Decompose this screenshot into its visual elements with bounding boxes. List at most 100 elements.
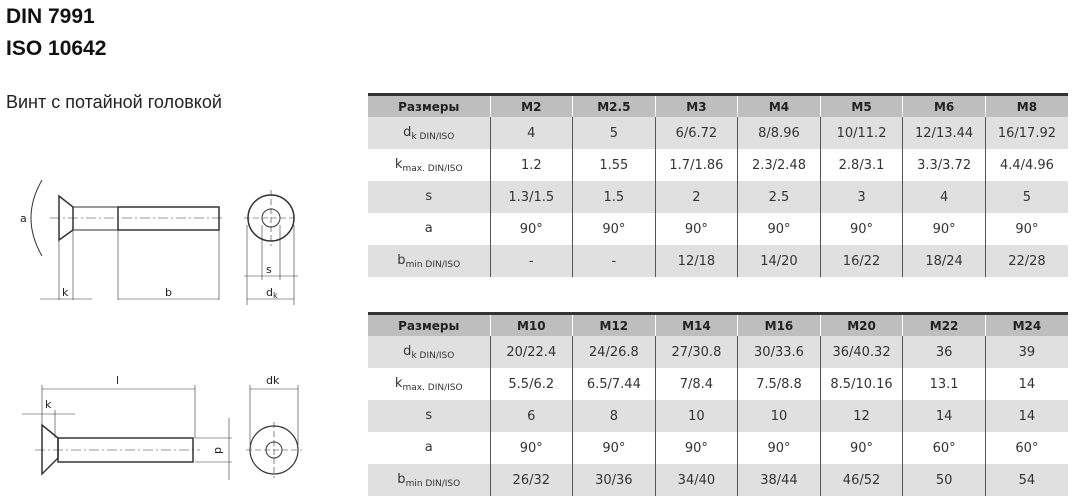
table-cell: 38/44: [737, 464, 821, 496]
table-cell: 1.5: [572, 181, 656, 213]
table-cell: 13.1: [902, 368, 986, 400]
column-header: M24: [984, 312, 1068, 336]
row-label-sub: k DIN/ISO: [411, 350, 455, 361]
table-row: kmax. DIN/ISO 1.2 1.55 1.7/1.86 2.3/2.48 2.8/…: [368, 149, 1068, 181]
table-cell: 90°: [902, 213, 986, 245]
table-cell: 90°: [737, 213, 821, 245]
label-a: a: [20, 212, 27, 225]
table-row: s 6 8 10 10 12 14 14: [368, 400, 1068, 432]
row-label-sub: min DIN/ISO: [405, 478, 461, 489]
column-header: M3: [654, 93, 738, 117]
table-cell: 54: [984, 464, 1068, 496]
table-row: kmax. DIN/ISO 5.5/6.2 6.5/7.44 7/8.4 7.5/8.8…: [368, 368, 1068, 400]
table-cell: 6/6.72: [654, 117, 738, 149]
table-cell: 24/26.8: [572, 336, 656, 368]
column-header: M4: [737, 93, 821, 117]
column-header: M2: [489, 93, 573, 117]
row-label: a: [368, 432, 490, 464]
row-label-main: d: [403, 124, 412, 140]
table-cell: 4: [902, 181, 986, 213]
row-label-sub: k DIN/ISO: [411, 131, 455, 142]
table-cell: 90°: [654, 432, 738, 464]
table-row: a 90° 90° 90° 90° 90° 60° 60°: [368, 432, 1068, 464]
table-cell: 1.2: [489, 149, 573, 181]
table-row: dk DIN/ISO 4 5 6/6.72 8/8.96 10/11.2 12/13.44 1…: [368, 117, 1068, 149]
table-cell: 50: [902, 464, 986, 496]
table-cell: 8.5/10.16: [819, 368, 903, 400]
table-cell: 36/40.32: [819, 336, 903, 368]
column-header: M16: [737, 312, 821, 336]
table-row: a 90° 90° 90° 90° 90° 90° 90°: [368, 213, 1068, 245]
dimensions-table-large: Размеры M10 M12 M14 M16 M20 M22 M24 dk DIN/ISO 20…: [368, 312, 1068, 496]
screw-side-view-bottom: l k d: [22, 374, 232, 480]
row-label: kmax. DIN/ISO: [368, 149, 490, 181]
table-cell: 90°: [489, 213, 573, 245]
table-cell: 2.8/3.1: [819, 149, 903, 181]
table-cell: 2.5: [737, 181, 821, 213]
row-label: s: [368, 181, 490, 213]
table-cell: 16/22: [819, 245, 903, 277]
table-cell: 7/8.4: [654, 368, 738, 400]
column-header: M14: [654, 312, 738, 336]
table-cell: 8: [572, 400, 656, 432]
table-cell: 3.3/3.72: [902, 149, 986, 181]
column-header: M12: [572, 312, 656, 336]
label-s: s: [266, 263, 272, 276]
row-label-main: a: [424, 220, 433, 236]
table-row: s 1.3/1.5 1.5 2 2.5 3 4 5: [368, 181, 1068, 213]
row-label: dk DIN/ISO: [368, 336, 490, 368]
column-header: M6: [902, 93, 986, 117]
table-cell: 5.5/6.2: [489, 368, 573, 400]
table-cell: 30/36: [572, 464, 656, 496]
table-cell: 12/18: [654, 245, 738, 277]
table-cell: 90°: [572, 213, 656, 245]
table-cell: 14: [984, 400, 1068, 432]
table-cell: 14/20: [737, 245, 821, 277]
row-label-main: s: [425, 188, 433, 204]
row-label-main: k: [394, 375, 403, 391]
table-cell: 2.3/2.48: [737, 149, 821, 181]
row-label-main: k: [394, 156, 403, 172]
table-cell: 18/24: [902, 245, 986, 277]
row-label-main: d: [403, 343, 412, 359]
row-label-main: s: [425, 407, 433, 423]
header-row: Размеры M10 M12 M14 M16 M20 M22 M24: [368, 312, 1068, 336]
row-label-main: b: [397, 471, 406, 487]
product-subtitle: Винт с потайной головкой: [6, 92, 222, 112]
column-header: M2.5: [572, 93, 656, 117]
table-cell: 16/17.92: [984, 117, 1068, 149]
table-cell: 5: [572, 117, 656, 149]
table-cell: 14: [984, 368, 1068, 400]
dimensions-table-small: Размеры M2 M2.5 M3 M4 M5 M6 M8 dk DIN/ISO 4 5 6/6.7…: [368, 93, 1068, 277]
table-cell: 8/8.96: [737, 117, 821, 149]
table-cell: 6.5/7.44: [572, 368, 656, 400]
row-label-main: b: [397, 252, 406, 268]
column-header: Размеры: [368, 93, 490, 117]
column-header: M8: [984, 93, 1068, 117]
table-cell: 1.7/1.86: [654, 149, 738, 181]
column-header: M5: [819, 93, 903, 117]
column-header: M22: [902, 312, 986, 336]
table-row: dk DIN/ISO 20/22.4 24/26.8 27/30.8 30/33.6 36…: [368, 336, 1068, 368]
table-cell: 90°: [819, 432, 903, 464]
label-dk-bottom: dk: [266, 374, 280, 387]
row-label-sub: max. DIN/ISO: [402, 382, 463, 393]
header-row: Размеры M2 M2.5 M3 M4 M5 M6 M8: [368, 93, 1068, 117]
screw-head-view-top: s dk: [244, 190, 298, 305]
table-cell: 3: [819, 181, 903, 213]
table-cell: 14: [902, 400, 986, 432]
row-label: bmin DIN/ISO: [368, 464, 490, 496]
column-header: Размеры: [368, 312, 490, 336]
table-cell: 10/11.2: [819, 117, 903, 149]
table-cell: 60°: [984, 432, 1068, 464]
table-cell: 90°: [654, 213, 738, 245]
row-label: a: [368, 213, 490, 245]
table-cell: 30/33.6: [737, 336, 821, 368]
table-cell: 90°: [984, 213, 1068, 245]
table-cell: 10: [654, 400, 738, 432]
table-cell: 46/52: [819, 464, 903, 496]
column-header: M10: [489, 312, 573, 336]
table-cell: 4: [489, 117, 573, 149]
table-cell: 27/30.8: [654, 336, 738, 368]
row-label: dk DIN/ISO: [368, 117, 490, 149]
